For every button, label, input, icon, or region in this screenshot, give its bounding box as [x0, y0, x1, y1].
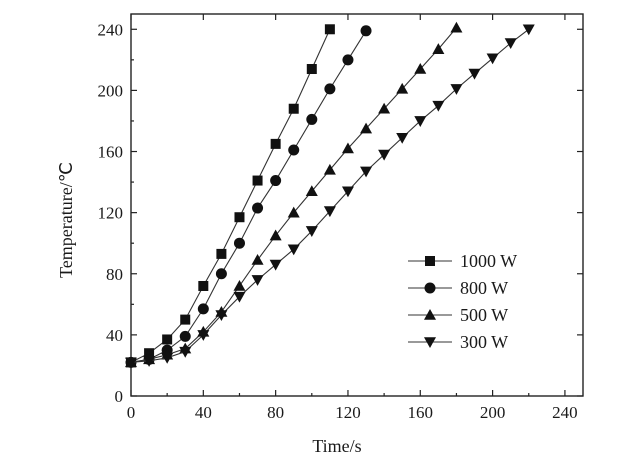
x-axis-title: Time/s [312, 436, 361, 456]
legend: 1000 W 800 W 500 W 300 W [408, 251, 517, 352]
data-point [360, 166, 373, 178]
x-tick-label: 120 [335, 403, 361, 422]
series-line [130, 27, 457, 363]
plot-frame [130, 13, 584, 397]
data-point [432, 100, 445, 112]
data-point [432, 43, 445, 54]
data-point [323, 163, 336, 175]
axes: 0 40 80 120 160 200 240 0 40 80 120 160 200 240 [98, 13, 584, 422]
legend-label: 800 W [460, 278, 508, 298]
y-tick-label: 40 [106, 326, 123, 345]
data-point [305, 185, 318, 197]
data-point [269, 229, 282, 241]
data-point [197, 330, 210, 341]
y-tick-label: 0 [115, 387, 124, 406]
data-point [216, 248, 227, 259]
legend-label: 500 W [460, 305, 508, 325]
data-point [504, 38, 517, 50]
legend-label: 300 W [460, 332, 508, 352]
y-tick-label: 80 [106, 265, 123, 284]
data-point [161, 353, 174, 364]
data-point [251, 254, 264, 265]
data-point [378, 102, 391, 114]
data-point [396, 132, 409, 144]
data-point [287, 206, 300, 218]
data-point [197, 303, 209, 315]
data-point [342, 54, 354, 66]
legend-item: 500 W [408, 305, 508, 325]
series-800w [125, 25, 372, 368]
data-point [414, 63, 427, 74]
data-point [233, 279, 246, 291]
data-point [287, 244, 300, 256]
data-point [305, 226, 318, 237]
data-point [198, 280, 209, 291]
data-point [486, 53, 499, 65]
legend-marker [424, 309, 436, 320]
data-point [252, 202, 264, 214]
data-point [288, 144, 300, 156]
data-point [125, 357, 137, 369]
legend-marker [424, 337, 436, 348]
data-point [233, 291, 246, 303]
data-point [450, 21, 463, 33]
data-point [270, 175, 282, 187]
data-point [215, 268, 227, 280]
data-point [270, 138, 281, 149]
legend-label: 1000 W [460, 251, 517, 271]
data-point [323, 206, 336, 218]
data-point [378, 149, 391, 161]
data-point [360, 122, 373, 134]
data-point [162, 334, 173, 345]
y-tick-label: 160 [98, 143, 124, 162]
x-tick-label: 80 [267, 403, 284, 422]
data-point [468, 68, 481, 80]
data-point [234, 212, 245, 223]
x-tick-label: 0 [127, 403, 136, 422]
data-point [288, 103, 299, 114]
legend-item: 800 W [408, 278, 508, 298]
data-point [251, 275, 264, 286]
data-point [414, 116, 427, 127]
data-point [269, 259, 282, 271]
y-tick-label: 240 [98, 20, 124, 39]
series-1000w [126, 24, 335, 368]
data-point [306, 113, 318, 125]
data-point [341, 186, 354, 198]
data-point [143, 356, 156, 367]
data-point [179, 346, 192, 358]
data-point [144, 348, 155, 359]
series-line [130, 30, 367, 363]
data-point [324, 83, 336, 95]
data-point [341, 142, 354, 154]
y-tick-label: 120 [98, 204, 124, 223]
data-point [215, 310, 228, 322]
x-tick-label: 240 [552, 403, 578, 422]
data-point [179, 330, 191, 342]
data-point [522, 24, 535, 36]
legend-marker [424, 282, 436, 294]
data-point [180, 314, 191, 325]
data-point [324, 24, 335, 35]
series-line [130, 29, 331, 363]
data-point [252, 175, 263, 186]
data-point [396, 82, 409, 94]
y-axis-title: Temperature/℃ [56, 162, 76, 278]
data-point [233, 237, 245, 249]
legend-marker [425, 256, 435, 266]
x-tick-label: 40 [195, 403, 212, 422]
y-tick-label: 200 [98, 81, 124, 100]
data-point [360, 25, 372, 37]
legend-item: 300 W [408, 332, 508, 352]
x-tick-label: 160 [408, 403, 434, 422]
data-point [306, 64, 317, 75]
legend-item: 1000 W [408, 251, 517, 271]
data-point [450, 84, 463, 95]
series-layer [125, 21, 535, 369]
series-300w [125, 24, 535, 369]
x-tick-label: 200 [480, 403, 506, 422]
